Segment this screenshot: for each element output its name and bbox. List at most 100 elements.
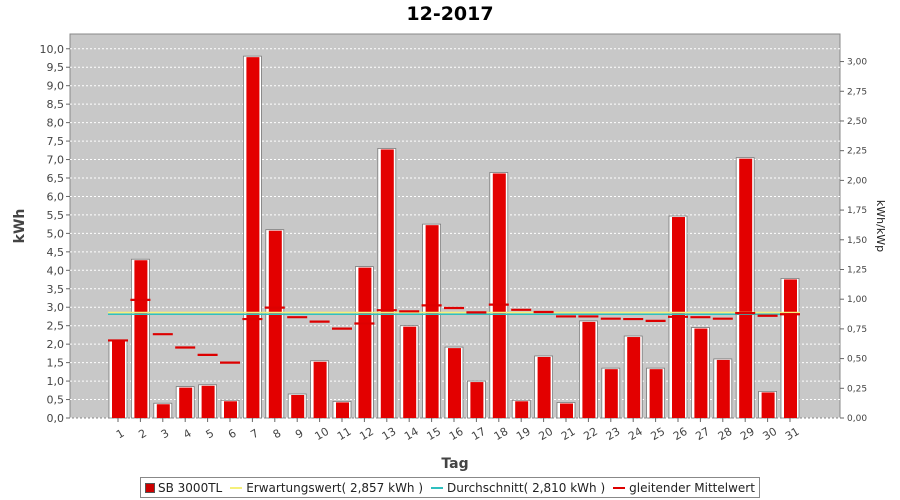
bar-fill <box>739 158 753 418</box>
bar-fill <box>201 385 215 418</box>
bar-fill <box>537 356 551 418</box>
bar-fill <box>291 395 305 418</box>
bar <box>354 266 374 419</box>
bar <box>489 172 509 419</box>
x-tick-label: 21 <box>559 425 578 443</box>
x-tick-label: 10 <box>313 425 332 443</box>
x-tick-label: 27 <box>693 425 712 443</box>
x-axis-label: Tag <box>441 456 468 472</box>
bar <box>198 384 218 419</box>
bar-fill <box>246 57 260 419</box>
bar <box>735 157 755 419</box>
y-tick-label: 8,5 <box>47 98 65 111</box>
legend-average-label: Durchschnitt( 2,810 kWh ) <box>447 480 606 495</box>
y-tick-label: 8,0 <box>47 117 65 130</box>
bar-fill <box>358 267 372 418</box>
bar-fill <box>112 341 125 418</box>
x-tick-label: 26 <box>671 425 690 443</box>
bar <box>422 223 442 419</box>
bar <box>242 55 262 419</box>
bar <box>220 399 240 419</box>
x-tick-label: 22 <box>581 425 600 443</box>
x-axis: 1 2 3 4 5 6 7 8 9 10 11 12 13 14 15 16 17 18 19 20 21 22 23 24 2… <box>114 418 802 443</box>
bar <box>691 327 710 419</box>
x-tick-label: 30 <box>761 425 780 443</box>
y-tick-label: 1,0 <box>47 375 65 388</box>
bar-fill <box>224 401 237 418</box>
x-tick-label: 4 <box>181 427 194 442</box>
bar <box>713 358 733 419</box>
y-tick-label: 1,5 <box>47 357 65 370</box>
legend-average-swatch <box>431 486 444 489</box>
y-right-tick-label: 2,25 <box>847 147 867 157</box>
bar <box>444 346 464 419</box>
y-tick-label: 4,0 <box>47 264 65 277</box>
y-right-tick-label: 0,50 <box>847 355 867 365</box>
bar <box>534 355 553 419</box>
y-tick-label: 7,0 <box>47 154 65 167</box>
x-tick-label: 24 <box>626 425 645 443</box>
legend-bar-label: SB 3000TL <box>158 480 223 495</box>
x-tick-label: 25 <box>649 425 668 443</box>
x-tick-label: 3 <box>159 427 172 442</box>
x-tick-label: 9 <box>293 427 306 442</box>
legend-moving-swatch <box>613 486 626 489</box>
bar <box>175 386 195 419</box>
bar-fill <box>448 348 461 418</box>
y-tick-label: 0,5 <box>47 394 65 407</box>
y-tick-label: 10,0 <box>40 43 65 56</box>
x-tick-label: 6 <box>226 427 239 442</box>
bar <box>265 229 285 419</box>
bar-fill <box>604 369 618 418</box>
bar <box>310 360 330 419</box>
x-tick-label: 31 <box>783 425 802 443</box>
chart-title: 12-2017 <box>406 3 493 25</box>
bar-fill <box>761 392 775 418</box>
y-right-tick-label: 2,00 <box>847 176 867 186</box>
bar-fill <box>627 337 641 418</box>
bar-fill <box>134 260 148 418</box>
y-right-tick-label: 1,25 <box>847 265 867 275</box>
y-tick-label: 9,5 <box>47 61 65 74</box>
legend-item-bar: SB 3000TL <box>145 481 222 495</box>
legend-expected-swatch <box>230 486 243 489</box>
x-tick-label: 7 <box>248 427 261 442</box>
y-right-tick-label: 2,50 <box>847 117 867 127</box>
legend-item-average: Durchschnitt( 2,810 kWh ) <box>431 481 605 495</box>
bar-fill <box>649 369 663 418</box>
bar-fill <box>470 382 484 418</box>
x-tick-label: 16 <box>447 425 466 443</box>
y-right-tick-label: 1,75 <box>847 206 867 216</box>
y-right-tick-label: 2,75 <box>847 87 867 97</box>
y-tick-label: 7,5 <box>47 135 65 148</box>
y-tick-label: 3,0 <box>47 301 65 314</box>
bar <box>758 391 777 419</box>
legend-item-moving: gleitender Mittelwert <box>613 481 755 495</box>
bar <box>287 393 307 419</box>
y-tick-label: 4,5 <box>47 246 65 259</box>
bar-fill <box>582 321 596 418</box>
bar <box>511 399 531 419</box>
bar <box>130 258 150 419</box>
x-tick-label: 19 <box>514 425 533 443</box>
bar <box>780 278 800 419</box>
y-right-tick-label: 3,00 <box>847 58 867 68</box>
bar-fill <box>336 402 349 418</box>
bar-fill <box>268 230 282 418</box>
bar <box>377 148 397 419</box>
bar-fill <box>156 404 170 418</box>
reference-lines <box>108 298 800 364</box>
bar-fill <box>694 328 708 418</box>
bar-fill <box>492 173 506 418</box>
bar <box>332 400 352 419</box>
x-tick-label: 11 <box>335 425 354 443</box>
bar <box>153 402 173 419</box>
y-tick-label: 2,5 <box>47 320 65 333</box>
legend-item-expected: Erwartungswert( 2,857 kWh ) <box>230 481 423 495</box>
x-tick-label: 20 <box>537 425 556 443</box>
bar <box>108 340 128 419</box>
y-axis: 0,0 0,5 1,0 1,5 2,0 2,5 3,0 3,5 4,0 4,5 5,0 5,5 6,0 6… <box>40 43 70 425</box>
x-tick-label: 2 <box>136 427 149 442</box>
y-tick-label: 6,5 <box>47 172 65 185</box>
y-axis-right-label: kWh/kWp <box>874 200 887 252</box>
